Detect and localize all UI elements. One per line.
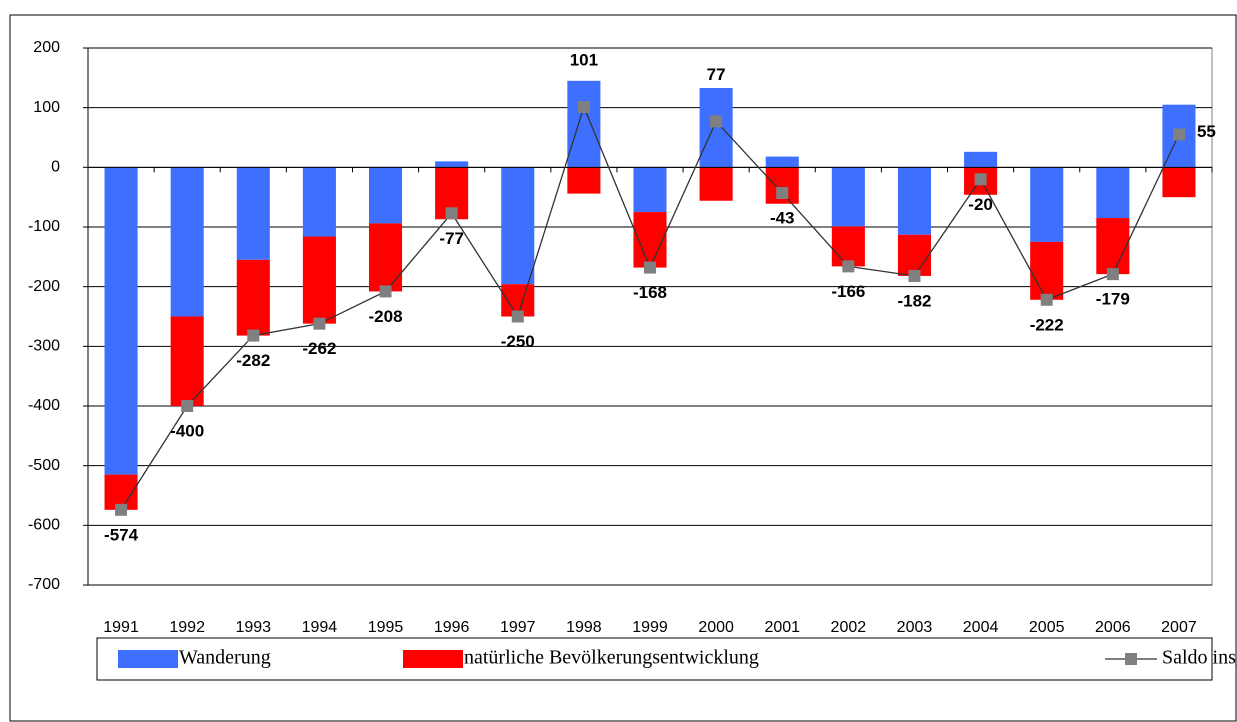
- y-tick-label: 100: [33, 99, 60, 116]
- value-label: -182: [897, 291, 931, 310]
- bar: [1030, 241, 1064, 300]
- legend-label: Wanderung: [179, 647, 271, 669]
- bar: [633, 167, 667, 213]
- marker: [1040, 293, 1053, 306]
- bar: [1096, 218, 1130, 275]
- bar: [302, 167, 336, 237]
- bar: [369, 167, 403, 224]
- bar: [765, 156, 799, 168]
- bar: [699, 87, 733, 168]
- legend-label: Saldo insgesamt: [1162, 647, 1237, 669]
- x-tick-label: 1995: [368, 619, 404, 636]
- value-label: -400: [170, 421, 204, 440]
- legend-box: [96, 637, 1213, 681]
- value-label: -208: [369, 307, 403, 326]
- y-tick-label: -300: [28, 338, 60, 355]
- value-label: -20: [968, 195, 993, 214]
- x-tick-label: 1992: [169, 619, 205, 636]
- legend-swatch: [118, 650, 178, 668]
- value-label: -262: [302, 339, 336, 358]
- legend-marker: [1125, 653, 1137, 665]
- marker: [247, 329, 260, 342]
- bar: [435, 161, 469, 168]
- x-tick-label: 1993: [235, 619, 271, 636]
- y-tick-label: -500: [28, 457, 60, 474]
- value-label: -168: [633, 283, 667, 302]
- marker: [1106, 268, 1119, 281]
- bar: [567, 80, 601, 168]
- bar: [501, 167, 535, 285]
- bar: [236, 167, 270, 260]
- value-label: 55: [1197, 122, 1216, 141]
- marker: [577, 101, 590, 114]
- value-label: -77: [439, 229, 464, 248]
- bar: [1162, 167, 1196, 198]
- y-tick-label: 200: [33, 39, 60, 56]
- bar: [369, 223, 403, 292]
- y-tick-label: -600: [28, 517, 60, 534]
- bar: [567, 167, 601, 194]
- bar: [170, 167, 204, 317]
- bar: [831, 167, 865, 227]
- x-tick-label: 1991: [103, 619, 139, 636]
- x-tick-label: 2007: [1161, 619, 1197, 636]
- bar: [964, 151, 998, 168]
- marker: [313, 317, 326, 330]
- x-tick-label: 2006: [1095, 619, 1131, 636]
- bar: [170, 316, 204, 406]
- marker: [115, 503, 128, 516]
- y-tick-label: -400: [28, 397, 60, 414]
- y-tick-label: -200: [28, 278, 60, 295]
- x-tick-label: 2004: [963, 619, 999, 636]
- value-label: -282: [236, 351, 270, 370]
- x-tick-label: 1996: [434, 619, 470, 636]
- x-tick-label: 2003: [897, 619, 933, 636]
- marker: [445, 207, 458, 220]
- bar: [1096, 167, 1130, 219]
- marker: [644, 261, 656, 274]
- marker: [379, 285, 392, 298]
- x-tick-label: 2000: [698, 619, 734, 636]
- marker: [776, 186, 789, 199]
- x-tick-label: 2001: [764, 619, 800, 636]
- value-label: -222: [1030, 315, 1064, 334]
- bar: [831, 226, 865, 267]
- value-label: 101: [570, 51, 598, 70]
- bar: [897, 167, 931, 235]
- chart-frame: [9, 14, 1237, 722]
- marker: [974, 173, 987, 186]
- x-tick-label: 2002: [831, 619, 867, 636]
- x-tick-label: 2005: [1029, 619, 1065, 636]
- bar: [236, 259, 270, 336]
- bar: [1030, 167, 1064, 242]
- marker: [842, 260, 855, 273]
- bar: [104, 167, 138, 475]
- y-tick-label: 0: [51, 159, 60, 176]
- value-label: 77: [707, 65, 726, 84]
- y-tick-label: -700: [28, 576, 60, 593]
- x-tick-label: 1994: [302, 619, 338, 636]
- legend-label: natürliche Bevölkerungsentwicklung: [464, 647, 759, 669]
- bar: [897, 234, 931, 276]
- marker: [908, 269, 921, 282]
- marker: [181, 400, 194, 412]
- value-label: -166: [831, 282, 865, 301]
- x-tick-label: 1999: [632, 619, 668, 636]
- marker: [511, 310, 524, 323]
- marker: [710, 115, 723, 128]
- bar: [302, 236, 336, 324]
- value-label: -43: [770, 208, 795, 227]
- y-tick-label: -100: [28, 218, 60, 235]
- bar: [699, 167, 733, 201]
- marker: [1172, 128, 1185, 141]
- value-label: -179: [1096, 290, 1130, 309]
- value-label: -250: [501, 332, 535, 351]
- x-tick-label: 1997: [500, 619, 536, 636]
- legend-swatch: [403, 650, 463, 668]
- value-label: -574: [104, 525, 139, 544]
- x-tick-label: 1998: [566, 619, 602, 636]
